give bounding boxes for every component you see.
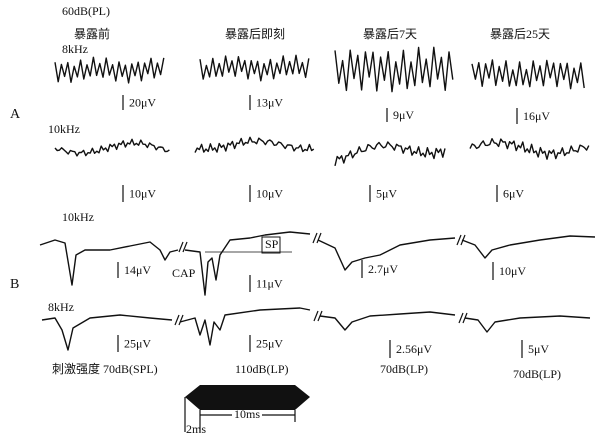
waveform — [334, 46, 454, 93]
waveform — [54, 56, 165, 84]
scale-label: 2.56μV — [396, 342, 432, 356]
waveform — [199, 54, 310, 82]
break-mark — [460, 234, 466, 246]
intensity-label: 110dB(LP) — [235, 362, 289, 376]
column-header: 暴露后25天 — [490, 27, 550, 41]
waveform — [184, 231, 311, 296]
break-mark — [178, 314, 184, 326]
column-header: 暴露后7天 — [363, 27, 417, 41]
break-mark — [317, 310, 323, 322]
stimulus: 10ms 2ms — [184, 385, 310, 436]
break-mark — [458, 312, 464, 324]
frequency-label: 10kHz — [48, 122, 80, 136]
intensity-label: 70dB(LP) — [513, 367, 561, 381]
rise-label: 2ms — [186, 422, 206, 436]
intensity-label: 70dB(LP) — [380, 362, 428, 376]
scale-label: 5μV — [528, 342, 549, 356]
waveform — [39, 239, 179, 286]
frequency-label: 8kHz — [62, 42, 88, 56]
break-mark — [313, 310, 319, 322]
waveform — [471, 59, 585, 90]
column-header: 暴露后即刻 — [225, 27, 285, 41]
break-mark — [312, 232, 318, 244]
panel-label: B — [10, 277, 19, 292]
scale-label: 10μV — [129, 186, 156, 200]
break-mark — [316, 232, 322, 244]
scale-label: 9μV — [393, 108, 414, 122]
scale-label: 2.7μV — [368, 262, 398, 276]
column-header: 暴露前 — [74, 26, 110, 41]
waveform — [317, 237, 456, 271]
waveform — [469, 138, 590, 160]
stimulus-envelope — [185, 385, 310, 410]
break-mark — [174, 314, 180, 326]
frequency-label: 10kHz — [62, 210, 94, 224]
waveform — [41, 314, 173, 351]
frequency-label: 8kHz — [48, 300, 74, 314]
cap-label: CAP — [172, 266, 196, 280]
waveform — [179, 307, 311, 346]
break-mark — [462, 312, 468, 324]
scale-label: 14μV — [124, 263, 151, 277]
break-mark — [182, 241, 188, 253]
waveform — [334, 141, 446, 167]
scale-label: 10μV — [256, 186, 283, 200]
sp-box — [261, 236, 281, 254]
sp-label: SP — [265, 237, 279, 251]
intensity-label: 刺激强度 70dB(SPL) — [52, 361, 158, 376]
scale-label: 25μV — [124, 336, 151, 350]
level-label: 60dB(PL) — [62, 4, 110, 18]
duration-label: 10ms — [234, 407, 260, 421]
break-mark — [178, 241, 184, 253]
scale-label: 6μV — [503, 186, 524, 200]
scale-label: 11μV — [256, 276, 283, 290]
panel-label: A — [10, 107, 21, 122]
break-mark — [456, 234, 462, 246]
scale-label: 5μV — [376, 186, 397, 200]
waveform — [54, 138, 170, 157]
scale-label: 25μV — [256, 336, 283, 350]
scale-label: 10μV — [499, 264, 526, 278]
waveform — [461, 235, 596, 259]
scale-label: 13μV — [256, 95, 283, 109]
waveform — [464, 315, 591, 333]
waveform — [319, 311, 456, 331]
scale-label: 20μV — [129, 95, 156, 109]
scale-label: 16μV — [523, 109, 550, 123]
waveform — [194, 136, 315, 153]
